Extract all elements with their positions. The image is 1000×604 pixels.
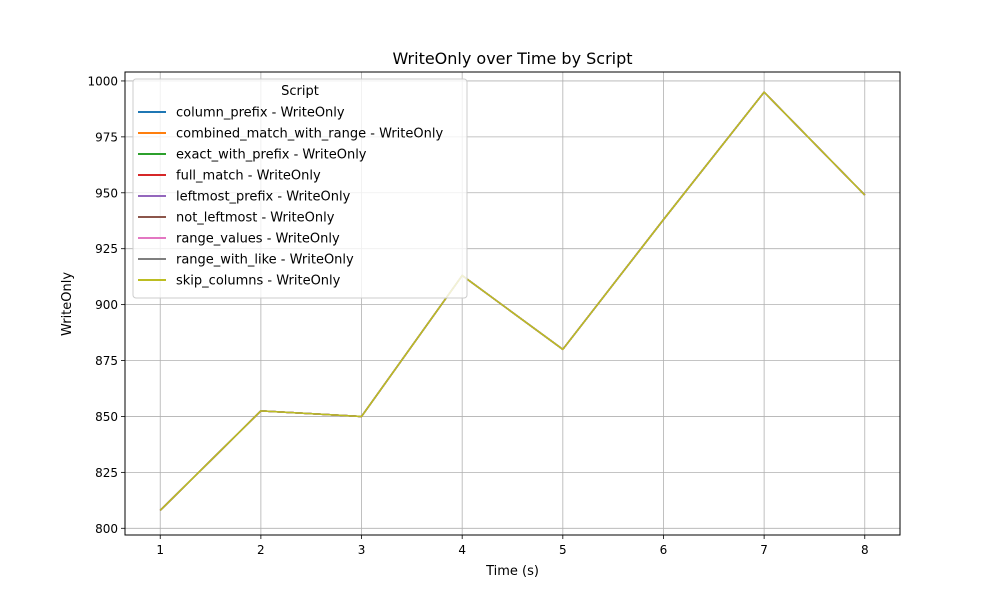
legend-entry: range_values - WriteOnly	[176, 232, 340, 247]
y-tick-label: 925	[95, 242, 118, 256]
x-tick-label: 7	[760, 543, 768, 557]
x-tick-label: 2	[257, 543, 265, 557]
legend: Script column_prefix - WriteOnly combined_…	[132, 78, 468, 299]
legend-entry: not_leftmost - WriteOnly	[176, 211, 335, 226]
x-tick-label: 5	[559, 543, 567, 557]
y-tick-label: 800	[95, 522, 118, 536]
y-axis-label: WriteOnly	[60, 272, 75, 336]
series-lines	[159, 91, 866, 511]
y-tick-label: 1000	[87, 74, 118, 88]
x-tick-label: 8	[861, 543, 869, 557]
legend-entry: leftmost_prefix - WriteOnly	[176, 190, 351, 205]
y-tick-label: 900	[95, 298, 118, 312]
legend-entry: full_match - WriteOnly	[176, 169, 321, 184]
axis-ticks: 1 2 3 4 5 6 7 8 800 825 850 875 900 925 950 975 1000	[87, 74, 868, 557]
y-tick-label: 950	[95, 186, 118, 200]
y-tick-label: 975	[95, 130, 118, 144]
legend-entry: combined_match_with_range - WriteOnly	[176, 127, 443, 142]
x-tick-label: 1	[156, 543, 164, 557]
legend-entry: range_with_like - WriteOnly	[176, 253, 354, 268]
legend-entry: exact_with_prefix - WriteOnly	[176, 148, 367, 163]
legend-box	[132, 78, 468, 299]
chart-title: WriteOnly over Time by Script	[392, 49, 632, 68]
plot-frame	[124, 71, 901, 536]
y-tick-label: 875	[95, 354, 118, 368]
x-axis-label: Time (s)	[485, 564, 539, 579]
legend-title: Script	[281, 84, 319, 99]
y-tick-label: 850	[95, 410, 118, 424]
y-tick-label: 825	[95, 466, 118, 480]
x-tick-label: 3	[358, 543, 366, 557]
legend-entry: skip_columns - WriteOnly	[176, 274, 341, 289]
x-tick-label: 6	[660, 543, 668, 557]
legend-entry: column_prefix - WriteOnly	[176, 106, 345, 121]
series-line-9	[159, 91, 866, 511]
x-tick-label: 4	[458, 543, 466, 557]
